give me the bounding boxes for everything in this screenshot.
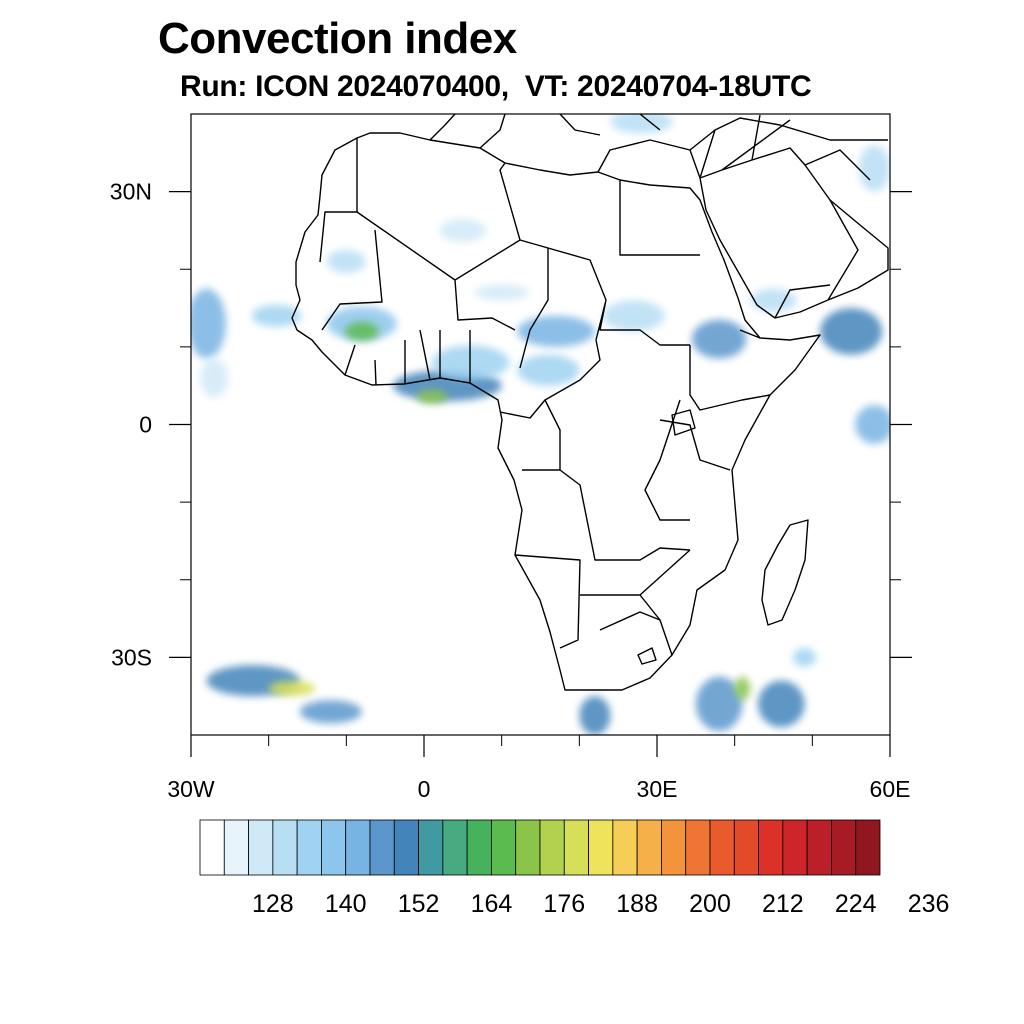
- colorbar-swatch-16: [588, 819, 614, 876]
- colorbar-labels: 128 140 152 164 176 188 200 212 224 236: [252, 890, 949, 918]
- convection-cell-17: [439, 218, 487, 243]
- colorbar-swatch-5: [321, 819, 347, 876]
- convection-cell-10: [750, 288, 797, 312]
- colorbar-label-1: 140: [325, 890, 367, 918]
- coastlines-and-borders: [291, 114, 889, 691]
- colorbar-swatch-11: [466, 819, 492, 876]
- colorbar-label-5: 188: [616, 890, 658, 918]
- colorbar-swatch-27: [855, 819, 881, 876]
- colorbar-label-7: 212: [762, 890, 804, 918]
- convection-cell-18: [610, 114, 673, 134]
- colorbar-label-9: 236: [908, 890, 950, 918]
- colorbar-swatch-15: [563, 819, 589, 876]
- colorbar: [199, 819, 881, 876]
- colorbar-swatch-12: [491, 819, 517, 876]
- colorbar-swatch-9: [418, 819, 444, 876]
- lake-victoria: [671, 409, 696, 436]
- mediterranean-coast: [429, 114, 888, 179]
- colorbar-label-0: 128: [252, 890, 294, 918]
- convection-cell-15: [326, 249, 366, 274]
- convection-cell-4: [416, 389, 448, 404]
- colorbar-swatch-17: [612, 819, 638, 876]
- chart-title: Convection index: [158, 14, 517, 63]
- convection-cell-26: [792, 648, 817, 667]
- x-tick-label-0: 30W: [167, 776, 215, 802]
- colorbar-swatch-1: [223, 819, 249, 876]
- colorbar-swatch-13: [515, 819, 541, 876]
- colorbar-swatch-24: [782, 819, 808, 876]
- convection-cell-9: [691, 319, 747, 359]
- convection-cell-27: [858, 145, 890, 192]
- colorbar-swatch-18: [636, 819, 662, 876]
- colorbar-swatch-19: [661, 819, 687, 876]
- colorbar-label-8: 224: [835, 890, 877, 918]
- colorbar-swatch-8: [393, 819, 419, 876]
- colorbar-swatch-20: [685, 819, 711, 876]
- colorbar-label-2: 152: [398, 890, 440, 918]
- colorbar-label-6: 200: [689, 890, 731, 918]
- convection-cell-0: [251, 304, 302, 327]
- convection-cell-25: [757, 680, 805, 728]
- y-tick-label-1: 0: [139, 412, 152, 438]
- colorbar-swatch-0: [199, 819, 225, 876]
- convection-cell-22: [579, 696, 611, 735]
- convection-cell-13: [191, 288, 226, 359]
- border-lines: [319, 138, 771, 656]
- colorbar-swatch-26: [831, 819, 857, 876]
- colorbar-swatch-10: [442, 819, 468, 876]
- axis-ticks: [169, 191, 912, 757]
- x-tick-label-2: 30E: [637, 776, 678, 802]
- convection-cell-24: [734, 676, 751, 701]
- convection-cell-12: [855, 405, 890, 444]
- colorbar-label-4: 176: [543, 890, 585, 918]
- convection-cell-20: [268, 680, 316, 697]
- colorbar-swatch-4: [296, 819, 322, 876]
- colorbar-swatch-21: [709, 819, 735, 876]
- convection-cell-2: [344, 322, 379, 341]
- convection-cell-8: [602, 300, 665, 332]
- convection-cell-11: [820, 308, 883, 355]
- convection-cell-14: [200, 358, 229, 398]
- madagascar-coastline: [761, 519, 809, 626]
- convection-cell-23: [695, 676, 743, 732]
- colorbar-swatch-6: [345, 819, 371, 876]
- convection-cell-21: [299, 700, 362, 724]
- chart-subtitle: Run: ICON 2024070400, VT: 20240704-18UTC: [180, 70, 812, 103]
- colorbar-swatch-14: [539, 819, 565, 876]
- colorbar-swatch-23: [758, 819, 784, 876]
- convection-field: [191, 114, 890, 735]
- x-tick-label-3: 60E: [870, 776, 911, 802]
- convection-cell-7: [517, 354, 580, 386]
- x-tick-label-1: 0: [418, 776, 431, 802]
- y-tick-label-0: 30N: [110, 179, 152, 205]
- colorbar-swatch-2: [248, 819, 274, 876]
- colorbar-swatch-25: [806, 819, 832, 876]
- convection-cell-16: [474, 284, 529, 301]
- map-frame: [190, 113, 891, 736]
- colorbar-swatch-22: [733, 819, 759, 876]
- arabian-peninsula: [699, 147, 889, 319]
- axis-tick-labels: 30W 0 30E 60E 30N 0 30S: [110, 179, 911, 802]
- y-tick-label-2: 30S: [111, 644, 152, 670]
- middle-east-borders: [699, 114, 871, 319]
- colorbar-swatch-7: [369, 819, 395, 876]
- africa-coastline: [291, 132, 821, 691]
- convection-cell-6: [517, 315, 595, 347]
- colorbar-swatch-3: [272, 819, 298, 876]
- lesotho-border: [637, 647, 657, 665]
- colorbar-label-3: 164: [471, 890, 513, 918]
